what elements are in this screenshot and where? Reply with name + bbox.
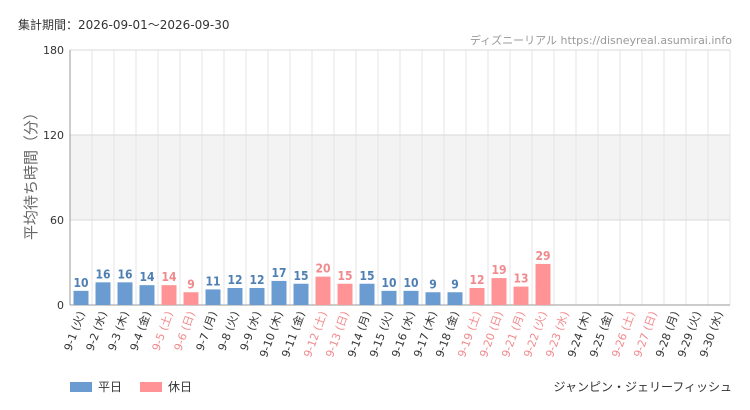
legend-swatch-holiday [140,381,163,392]
legend: 平日 休日 [70,378,210,395]
data-label: 16 [95,267,110,281]
bar-weekday [249,288,265,305]
y-tick-label: 60 [50,214,64,227]
data-label: 15 [293,269,308,283]
y-tick-label: 180 [43,44,64,57]
bar-holiday [513,286,529,305]
data-label: 12 [227,273,242,287]
bar-holiday [315,276,331,305]
data-label: 9 [429,277,437,291]
data-label: 29 [535,249,550,263]
data-label: 9 [451,277,459,291]
bar-weekday [117,282,133,305]
site-credit: ディズニーリアル https://disneyreal.asumirai.inf… [469,34,732,47]
bar-weekday [271,280,287,305]
bar-weekday [95,282,111,305]
data-label: 12 [469,273,484,287]
bar-weekday [381,290,397,305]
legend-item-holiday: 休日 [140,378,192,395]
data-label: 13 [513,272,528,286]
y-tick-label: 120 [43,129,64,142]
bar-holiday [469,288,485,305]
data-label: 20 [315,262,330,276]
data-label: 10 [381,276,396,290]
data-label: 10 [403,276,418,290]
data-label: 10 [73,276,88,290]
data-label: 17 [271,266,286,280]
data-label: 12 [249,273,264,287]
y-tick-label: 0 [57,299,64,312]
data-label: 15 [337,269,352,283]
legend-item-weekday: 平日 [70,378,122,395]
bar-weekday [403,290,419,305]
data-label: 14 [161,270,177,284]
attraction-name: ジャンピン・ジェリーフィッシュ [553,380,732,394]
bar-holiday [491,278,507,305]
bar-holiday [535,263,551,305]
data-label: 15 [359,269,374,283]
data-label: 19 [491,263,506,277]
data-label: 9 [187,277,195,291]
bar-weekday [447,292,463,305]
data-label: 16 [117,267,132,281]
bar-weekday [293,283,309,305]
bar-weekday [359,283,375,305]
bar-weekday [73,290,89,305]
bar-weekday [205,289,221,305]
period-text: 集計期間：2026-09-01～2026-09-30 [18,18,230,32]
data-label: 14 [139,270,155,284]
bar-weekday [139,285,155,305]
bar-weekday [425,292,441,305]
bar-weekday [227,288,243,305]
legend-label-weekday: 平日 [98,380,123,394]
legend-swatch-weekday [70,381,92,392]
data-label: 11 [205,274,220,288]
bar-holiday [183,292,199,305]
bar-holiday [337,283,353,305]
legend-label-holiday: 休日 [168,380,193,394]
bar-holiday [161,285,177,305]
